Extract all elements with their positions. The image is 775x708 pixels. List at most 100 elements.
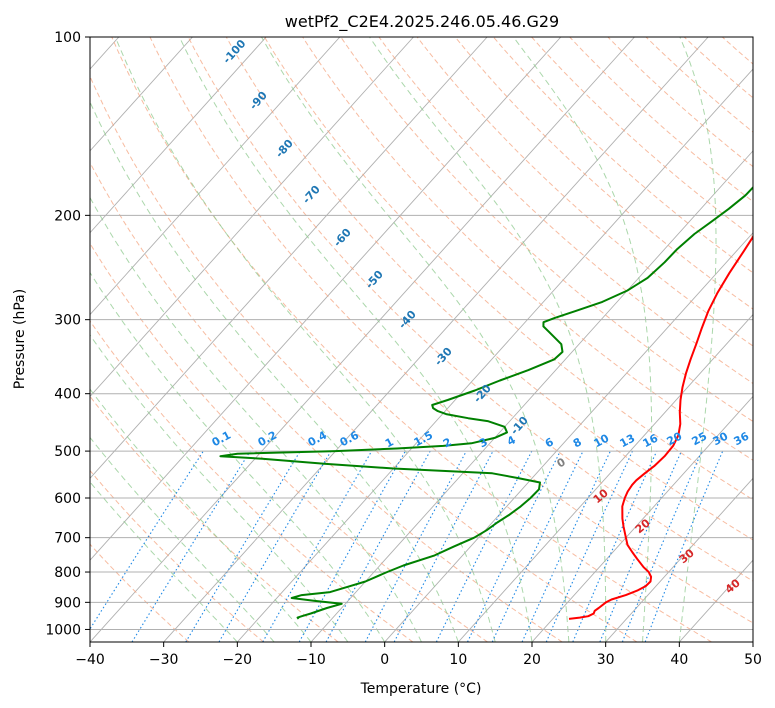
isotherm-line [752, 641, 753, 642]
dry-adiabat-line [531, 37, 753, 238]
isotherm-line [531, 395, 753, 642]
mixing-ratio-line [621, 450, 703, 642]
isotherm-line [90, 37, 414, 398]
mixing-ratio-label: 25 [690, 430, 710, 449]
background-lines [90, 37, 775, 642]
isotherm-label: -50 [363, 268, 386, 292]
isotherm-line [90, 37, 562, 561]
isotherm-label: -60 [331, 226, 354, 250]
dry-adiabat-line [416, 37, 753, 347]
plot-frame [89, 36, 754, 643]
mixing-ratio-line [521, 450, 611, 642]
mixing-ratio-line [435, 450, 533, 642]
mixing-ratio-label: 2 [441, 435, 454, 450]
mixing-ratio-line [131, 450, 251, 642]
mixing-ratio-line [572, 450, 658, 642]
x-tick-label: −20 [223, 652, 253, 668]
dry-adiabat-label: 10 [591, 486, 611, 506]
y-tick-label: 500 [54, 444, 81, 460]
dry-adiabat-line [149, 37, 753, 624]
isotherm-line [310, 150, 753, 642]
y-tick-label: 900 [54, 595, 81, 611]
isotherm-label: -80 [273, 137, 296, 161]
x-tick-label: 30 [597, 652, 615, 668]
x-tick-label: 0 [380, 652, 389, 668]
dry-adiabat-line [90, 242, 488, 642]
temperature-line [568, 235, 753, 620]
mixing-ratio-label: 16 [641, 431, 661, 450]
mixing-ratio-label: 30 [711, 429, 731, 448]
y-axis-label: Pressure (hPa) [12, 289, 28, 389]
dry-adiabat-line [90, 161, 563, 642]
mixing-ratio-label: 10 [592, 431, 612, 450]
moist-adiabat-line [90, 100, 459, 642]
isotherm-line [90, 37, 193, 152]
dry-adiabat-line [90, 75, 638, 642]
mixing-ratio-line [467, 450, 561, 642]
isotherm-line [163, 37, 709, 642]
y-axis: 100 200 300 400 500 600 700 800 900 1000 [45, 30, 90, 638]
moist-adiabat-line [90, 334, 349, 642]
mixing-ratio-label: 0.6 [338, 428, 362, 449]
mixing-ratio-line [325, 450, 431, 642]
moist-adiabat-line [678, 37, 717, 642]
isotherm-line [384, 232, 753, 642]
moist-adiabat-line [90, 436, 275, 642]
mixing-ratio-label: 20 [665, 429, 685, 448]
moist-adiabat-line [90, 481, 238, 642]
isotherm-label: -40 [396, 308, 419, 332]
mixing-ratio-line [599, 450, 682, 642]
mixing-ratio-label: 8 [571, 435, 584, 450]
x-axis-label: Temperature (°C) [360, 681, 482, 697]
x-tick-label: 40 [670, 652, 688, 668]
dry-adiabat-line [378, 37, 753, 385]
mixing-ratio-label: 0.1 [210, 429, 233, 450]
dry-adiabat-label: 40 [723, 576, 743, 596]
dry-adiabat-line [645, 37, 753, 133]
y-tick-label: 1000 [45, 622, 81, 638]
mixing-ratio-label: 3 [477, 435, 490, 450]
isotherm-label: -90 [247, 89, 270, 113]
moist-adiabat-line [512, 37, 653, 642]
dry-adiabat-label: 20 [633, 516, 653, 536]
dry-adiabat-line [187, 37, 753, 582]
mixing-ratio-line [545, 450, 633, 642]
profile-series [219, 185, 753, 620]
isotherm-line [236, 68, 753, 642]
mixing-ratio-line [491, 450, 584, 642]
mixing-ratio-line [262, 450, 373, 642]
isotherm-line [90, 37, 267, 234]
dry-adiabat-line [302, 37, 753, 461]
pressure-grid [90, 37, 753, 630]
dry-adiabat-line [454, 37, 753, 310]
in-plot-labels: -100-90-80-70-60-50-40-30-20-100.1 0.2 0.4… [210, 37, 752, 596]
x-tick-label: −30 [149, 652, 179, 668]
dry-adiabat-line [90, 395, 339, 642]
dry-adiabat-line [493, 37, 753, 274]
isotherm-line [457, 313, 753, 642]
isotherm-line [605, 477, 753, 642]
isotherm-label: -70 [300, 183, 323, 207]
dry-adiabat-line [264, 37, 753, 501]
isotherm-label: -30 [432, 345, 455, 369]
dry-adiabat-line [90, 320, 414, 642]
moist-adiabat-line [90, 271, 386, 642]
moist-adiabat-line [114, 37, 496, 642]
isotherm-line [90, 37, 341, 316]
isotherm-line [90, 37, 635, 642]
moist-adiabat-line [178, 37, 533, 642]
moist-adiabat-line [90, 388, 312, 642]
dry-adiabat-line [90, 469, 264, 642]
mixing-ratio-label: 0.4 [306, 428, 330, 449]
x-tick-label: 10 [449, 652, 467, 668]
y-tick-label: 300 [54, 313, 81, 329]
dry-adiabat-line [761, 37, 775, 642]
y-tick-label: 200 [54, 208, 81, 224]
moist-adiabat-line [369, 37, 607, 642]
y-tick-label: 400 [54, 387, 81, 403]
y-tick-label: 700 [54, 531, 81, 547]
mixing-ratio-line [90, 450, 204, 630]
dewpoint-line [219, 185, 753, 620]
dry-adiabat-line [225, 37, 753, 541]
